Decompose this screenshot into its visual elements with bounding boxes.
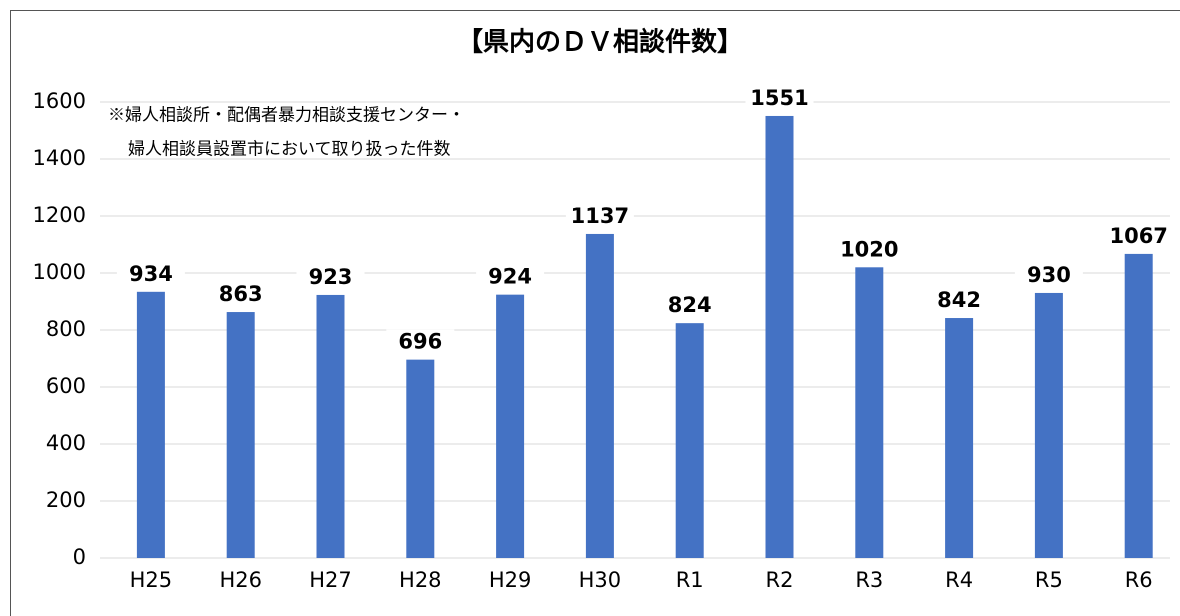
bar bbox=[496, 294, 525, 558]
data-label: 863 bbox=[219, 282, 263, 306]
bar bbox=[1124, 253, 1153, 558]
data-label: 1551 bbox=[750, 86, 808, 110]
y-tick-label: 1600 bbox=[33, 89, 86, 113]
bar bbox=[226, 312, 255, 558]
y-tick-label: 800 bbox=[46, 317, 86, 341]
label-bg bbox=[925, 288, 994, 315]
y-tick-label: 1200 bbox=[33, 203, 86, 227]
x-tick-label: H26 bbox=[219, 568, 262, 592]
label-bg bbox=[655, 293, 724, 320]
x-tick-label: H28 bbox=[399, 568, 442, 592]
label-bg bbox=[835, 237, 904, 264]
bar bbox=[945, 318, 974, 558]
data-label: 924 bbox=[488, 265, 532, 289]
x-tick-label: R5 bbox=[1035, 568, 1063, 592]
data-label: 923 bbox=[309, 265, 353, 289]
label-bg bbox=[565, 203, 634, 230]
bar bbox=[675, 323, 704, 558]
x-tick-label: H25 bbox=[130, 568, 173, 592]
bar bbox=[316, 294, 345, 558]
x-tick-label: R2 bbox=[766, 568, 794, 592]
label-bg bbox=[745, 85, 814, 112]
x-tick-label: R6 bbox=[1125, 568, 1153, 592]
bar bbox=[406, 359, 435, 558]
data-label: 930 bbox=[1027, 263, 1071, 287]
label-bg bbox=[476, 264, 545, 291]
bar bbox=[136, 291, 165, 558]
data-label: 1067 bbox=[1109, 224, 1167, 248]
y-tick-label: 0 bbox=[73, 545, 86, 569]
x-tick-label: H27 bbox=[309, 568, 352, 592]
y-tick-label: 200 bbox=[46, 488, 86, 512]
x-tick-label: R3 bbox=[855, 568, 883, 592]
annotation: ※婦人相談所・配偶者暴力相談支援センター・ bbox=[108, 106, 465, 126]
label-bg bbox=[386, 329, 455, 356]
data-label: 824 bbox=[668, 293, 712, 317]
label-bg bbox=[116, 261, 185, 288]
y-tick-label: 1400 bbox=[33, 146, 86, 170]
x-tick-label: R1 bbox=[676, 568, 704, 592]
bar bbox=[765, 115, 794, 558]
annotation: 婦人相談員設置市において取り扱った件数 bbox=[128, 140, 451, 160]
chart-title: 【県内のＤＶ相談件数】 bbox=[457, 27, 743, 58]
data-label: 1020 bbox=[840, 237, 898, 261]
label-bg bbox=[206, 282, 275, 309]
y-tick-label: 1000 bbox=[33, 260, 86, 284]
data-label: 842 bbox=[937, 288, 981, 312]
label-bg bbox=[296, 264, 365, 291]
label-bg bbox=[1014, 262, 1083, 289]
y-tick-label: 400 bbox=[46, 431, 86, 455]
bar bbox=[585, 233, 614, 558]
x-tick-label: H30 bbox=[579, 568, 622, 592]
bar bbox=[1034, 292, 1063, 558]
bar bbox=[855, 267, 884, 558]
x-tick-label: H29 bbox=[489, 568, 532, 592]
data-label: 696 bbox=[398, 330, 442, 354]
chart-border bbox=[10, 10, 1180, 616]
data-label: 1137 bbox=[571, 204, 629, 228]
data-label: 934 bbox=[129, 262, 173, 286]
label-bg bbox=[1104, 223, 1173, 250]
y-tick-label: 600 bbox=[46, 374, 86, 398]
x-tick-label: R4 bbox=[945, 568, 973, 592]
